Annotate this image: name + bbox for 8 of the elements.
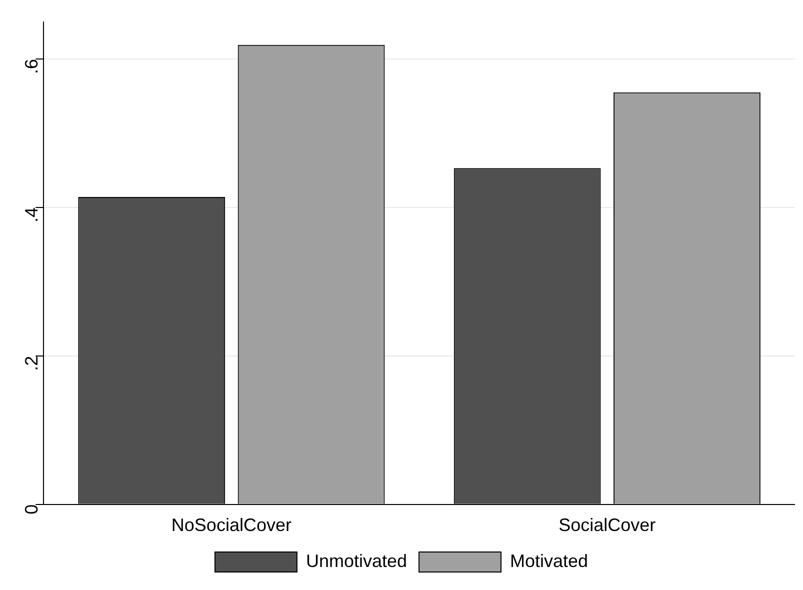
y-tick-label: 0 (22, 504, 42, 514)
y-tick-label: .4 (22, 207, 42, 222)
x-tick-label: SocialCover (558, 515, 656, 536)
y-tick-label: .6 (22, 58, 42, 74)
x-tick-label: NoSocialCover (171, 515, 292, 536)
legend-label: Unmotivated (306, 550, 408, 571)
legend-label: Motivated (510, 550, 588, 571)
y-tick-label: .2 (22, 356, 42, 371)
